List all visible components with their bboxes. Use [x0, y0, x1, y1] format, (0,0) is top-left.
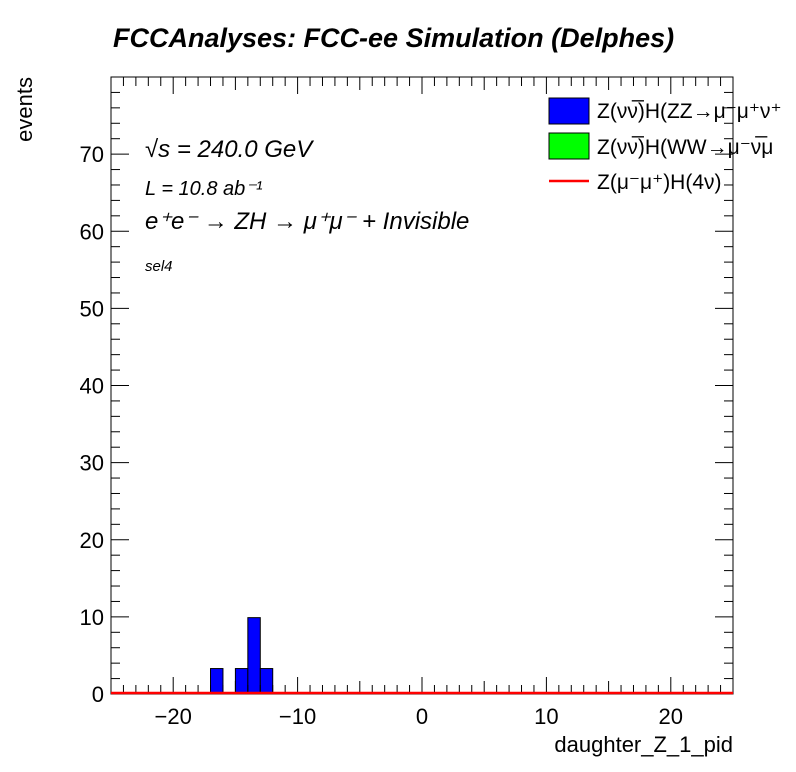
histogram-bar [247, 617, 261, 695]
legend-label-zz: Z(νν̅)H(ZZ→μ⁻μ⁺ν⁺ [597, 100, 782, 123]
plot-frame [110, 76, 734, 695]
plot-area: −20 −10 0 10 20 0 10 20 30 40 50 60 70 [80, 76, 734, 729]
annotation-process: e⁺e⁻ → ZH → μ⁺μ⁻ + Invisible [145, 208, 469, 235]
histogram-bar [210, 668, 224, 695]
legend-label-ww: Z(νν̅)H(WW→μ⁻ν̅μ [597, 136, 773, 159]
chart-title: FCCAnalyses: FCC-ee Simulation (Delphes) [113, 23, 674, 53]
annotation-selection: sel4 [145, 258, 173, 275]
x-tick-label: 20 [659, 704, 683, 729]
legend: Z(νν̅)H(ZZ→μ⁻μ⁺ν⁺ Z(νν̅)H(WW→μ⁻ν̅μ Z(μ⁻μ… [548, 97, 782, 194]
y-axis-ticks: 0 10 20 30 40 50 60 70 [80, 76, 733, 707]
legend-label-4nu: Z(μ⁻μ⁺)H(4ν) [597, 171, 722, 194]
histogram-bar [259, 668, 274, 695]
x-axis-ticks: −20 −10 0 10 20 [110, 77, 734, 729]
y-tick-label: 20 [80, 528, 104, 553]
histogram-bar [234, 668, 249, 695]
y-tick-label: 70 [80, 142, 104, 167]
annotations: √s = 240.0 GeV L = 10.8 ab⁻¹ e⁺e⁻ → ZH →… [145, 136, 469, 275]
legend-swatch-ww [548, 132, 590, 160]
y-tick-label: 10 [80, 605, 104, 630]
y-tick-label: 0 [92, 682, 104, 707]
y-axis-label: events [12, 77, 37, 142]
legend-swatch-zz [548, 97, 590, 125]
x-tick-label: −10 [279, 704, 316, 729]
annotation-luminosity: L = 10.8 ab⁻¹ [145, 178, 263, 200]
histogram-bars [210, 617, 274, 695]
x-axis-label: daughter_Z_1_pid [554, 732, 733, 757]
x-tick-label: −20 [155, 704, 192, 729]
x-tick-label: 0 [416, 704, 428, 729]
x-tick-label: 10 [534, 704, 558, 729]
annotation-sqrt-s: √s = 240.0 GeV [145, 136, 314, 163]
y-tick-label: 40 [80, 374, 104, 399]
y-tick-label: 50 [80, 296, 104, 321]
y-tick-label: 30 [80, 451, 104, 476]
y-tick-label: 60 [80, 219, 104, 244]
